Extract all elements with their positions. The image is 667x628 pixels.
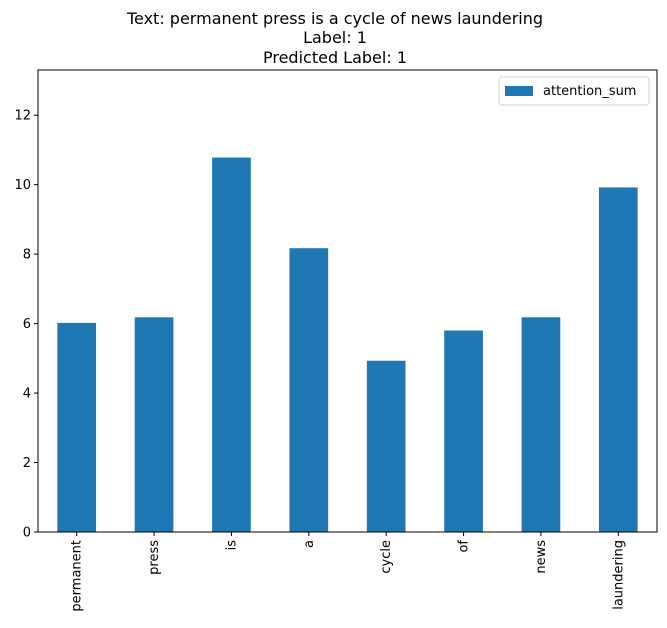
bars-group [57, 157, 638, 532]
y-tick-label: 12 [14, 109, 31, 124]
x-tick-label-cycle: cycle [379, 540, 394, 574]
y-tick-label: 10 [14, 178, 31, 193]
legend: attention_sum [498, 76, 650, 106]
legend-swatch [505, 86, 533, 96]
y-axis: 0 2 4 6 8 10 12 [14, 109, 38, 541]
y-tick-label: 6 [23, 317, 31, 332]
bar-laundering [598, 187, 638, 532]
bar-news [521, 317, 561, 532]
title-line-predicted: Predicted Label: 1 [263, 48, 407, 67]
x-tick-label-press: press [147, 540, 162, 575]
y-tick-label: 0 [23, 526, 31, 541]
legend-label: attention_sum [543, 84, 636, 99]
x-tick-label-a: a [302, 540, 317, 548]
bar-of [444, 330, 483, 532]
bar-press [134, 317, 174, 532]
bar-cycle [366, 360, 406, 532]
x-tick-label-is: is [224, 540, 239, 551]
bar-a [289, 248, 329, 532]
x-tick-label-laundering: laundering [611, 540, 626, 610]
x-axis: permanent press is a cycle of news laundering [70, 532, 626, 612]
x-tick-label-news: news [534, 540, 549, 574]
y-tick-label: 8 [23, 248, 31, 263]
x-tick-label-permanent: permanent [70, 540, 85, 612]
chart-title: Text: permanent press is a cycle of news… [126, 9, 543, 67]
y-tick-label: 4 [23, 387, 31, 402]
x-tick-label-of: of [457, 540, 472, 553]
plot-frame [37, 69, 658, 533]
legend-box [498, 76, 650, 106]
title-line-label: Label: 1 [303, 28, 367, 47]
y-tick-label: 2 [23, 456, 31, 471]
bar-permanent [57, 322, 97, 532]
title-line-text: Text: permanent press is a cycle of news… [126, 9, 543, 28]
bar-is [212, 157, 251, 532]
